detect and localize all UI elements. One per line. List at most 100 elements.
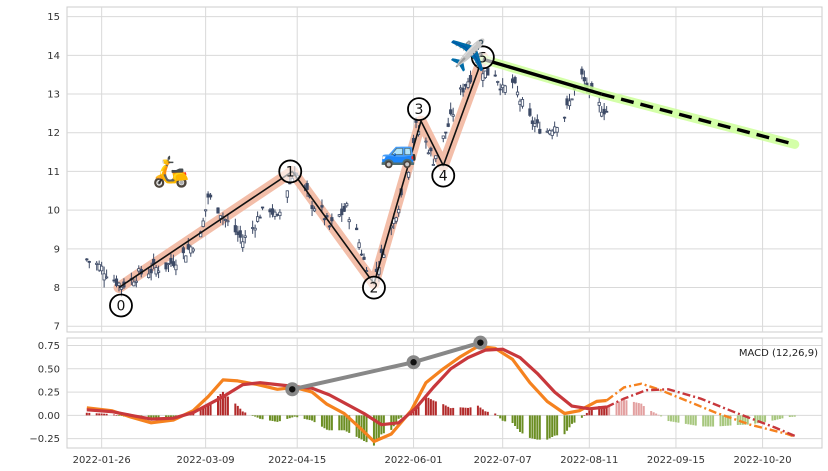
candle-body [451, 114, 455, 117]
histogram-bar [538, 415, 541, 440]
histogram-bar [363, 415, 366, 441]
macd-projection-line [605, 382, 796, 438]
candle-body [134, 280, 138, 283]
wave-label-circle [362, 275, 386, 300]
histogram-bar [598, 406, 601, 416]
projection-dashed [601, 92, 796, 147]
histogram-bar [736, 415, 739, 425]
price-y-tick-label: 11 [47, 167, 60, 178]
histogram-bar [620, 400, 623, 416]
candle-body [520, 99, 525, 107]
histogram-bar [434, 401, 437, 416]
histogram-bar [726, 415, 729, 426]
candle-body [310, 205, 314, 209]
histogram-bar [256, 415, 259, 418]
candle-body [312, 208, 317, 212]
histogram-bar [504, 415, 507, 422]
divergence-marker-center [289, 386, 296, 393]
histogram-bar [618, 401, 621, 416]
wave-label: 3 [415, 102, 424, 118]
histogram-bar [234, 403, 237, 416]
histogram-bar [514, 415, 517, 426]
candle-body [605, 110, 609, 113]
histogram-bar [501, 415, 504, 421]
histogram-bar [320, 415, 323, 427]
x-tick-label: 2022-03-09 [177, 455, 235, 466]
signal-projection-line [606, 388, 796, 438]
wave-label: 5 [478, 50, 487, 66]
candle-body [362, 256, 366, 260]
histogram-bar [689, 415, 692, 425]
candle-body [132, 281, 136, 287]
histogram-bar [655, 413, 658, 416]
macd-y-tick-label: 0.75 [38, 341, 60, 352]
candle-body [204, 209, 208, 212]
candle-body [268, 209, 272, 213]
price-y-tick-label: 13 [47, 90, 60, 101]
wave-label: 4 [439, 169, 448, 185]
histogram-bar [348, 415, 351, 433]
airplane-icon: ✈️ [449, 36, 486, 73]
histogram-bar [652, 412, 655, 416]
candle-body [87, 260, 91, 263]
candle-body [446, 123, 450, 127]
histogram-bar [323, 415, 326, 429]
wave-line [118, 57, 484, 289]
price-y-tick-label: 15 [47, 12, 60, 23]
histogram-bar [642, 406, 645, 416]
x-tick-label: 2022-08-11 [560, 455, 618, 466]
candle-body [530, 120, 534, 124]
macd-line [86, 344, 607, 444]
candle-body [602, 108, 606, 115]
candle-body [154, 267, 158, 275]
histogram-bar [672, 415, 675, 422]
candle-body [95, 262, 99, 265]
candle-body [238, 230, 242, 238]
candle-body [555, 127, 559, 133]
candle-body [493, 74, 497, 77]
signal-line [86, 347, 607, 427]
histogram-bar [447, 406, 450, 416]
histogram-bar [278, 415, 281, 422]
wave-label-circle [407, 97, 431, 122]
histogram-bar [729, 415, 732, 426]
macd-y-ticks: −0.25 0.00 0.25 0.50 0.75 [29, 341, 60, 445]
histogram-bar [221, 391, 224, 416]
macd-lines [86, 344, 796, 444]
histogram-bar [674, 415, 677, 423]
histogram-bar [224, 394, 227, 416]
divergence-marker-center [410, 359, 417, 366]
candle-body [580, 68, 584, 75]
macd-plot-area [66, 337, 823, 449]
candle-body [407, 172, 411, 178]
candle-body [112, 279, 116, 282]
candle-body [208, 194, 213, 198]
candle-body [553, 126, 557, 133]
price-y-tick-label: 10 [47, 206, 60, 217]
candle-body [184, 255, 188, 263]
candle-body [97, 263, 101, 271]
histogram-bar [580, 415, 583, 418]
histogram-bar [397, 415, 400, 419]
vehicle-icons: 🛵 🚙 ✈️ [152, 36, 486, 189]
candle-body [424, 140, 428, 143]
price-y-ticks: 7 8 9 10 11 12 13 14 15 [47, 12, 60, 333]
histogram-bar [759, 415, 762, 423]
histogram-bar [251, 415, 254, 416]
candle-body [114, 278, 119, 286]
histogram-bar [464, 407, 467, 416]
histogram-bar [427, 397, 430, 416]
histogram-bar [588, 410, 591, 416]
histogram-bar [712, 415, 715, 427]
histogram-bar [756, 415, 759, 424]
wave-label-circle [431, 163, 456, 188]
macd-panel: −0.25 0.00 0.25 0.50 0.75 MACD (12,26,9) [29, 335, 823, 449]
histogram-bar [494, 413, 497, 416]
candle-body [394, 217, 398, 222]
histogram-bar [600, 406, 603, 416]
histogram-bar [670, 415, 672, 422]
histogram-bar [115, 415, 118, 416]
histogram-bar [293, 415, 296, 417]
histogram-bar [553, 415, 556, 436]
projection-solid [482, 57, 603, 96]
